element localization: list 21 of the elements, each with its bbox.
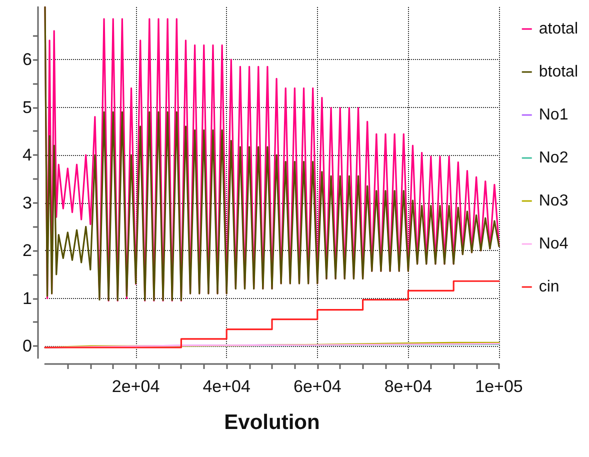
legend-label: No1 bbox=[538, 106, 568, 124]
legend-label: No4 bbox=[538, 236, 568, 252]
x-axis-title: Evolution bbox=[224, 411, 320, 434]
y-tick-label: 2 bbox=[22, 241, 32, 260]
legend-label: atotal bbox=[538, 20, 578, 38]
line-series bbox=[44, 6, 500, 302]
x-tick-label: 8e+04 bbox=[384, 377, 432, 396]
y-tick-label: 4 bbox=[22, 146, 32, 165]
legend-label: btotal bbox=[538, 64, 578, 80]
x-tick-label: 6e+04 bbox=[294, 377, 342, 396]
y-tick-label: 6 bbox=[22, 50, 32, 70]
y-tick-label: 1 bbox=[22, 288, 32, 308]
legend-label: No3 bbox=[538, 192, 568, 210]
y-tick-label: 3 bbox=[22, 193, 32, 212]
legend-label: No2 bbox=[538, 150, 568, 166]
y-tick-label: 5 bbox=[22, 98, 32, 117]
x-tick-label: 2e+04 bbox=[112, 377, 160, 396]
y-tick-label: 0 bbox=[22, 336, 32, 356]
x-tick-label: 4e+04 bbox=[202, 377, 250, 396]
legend-label: cin bbox=[538, 278, 560, 296]
x-tick-label: 1e+05 bbox=[475, 377, 523, 396]
